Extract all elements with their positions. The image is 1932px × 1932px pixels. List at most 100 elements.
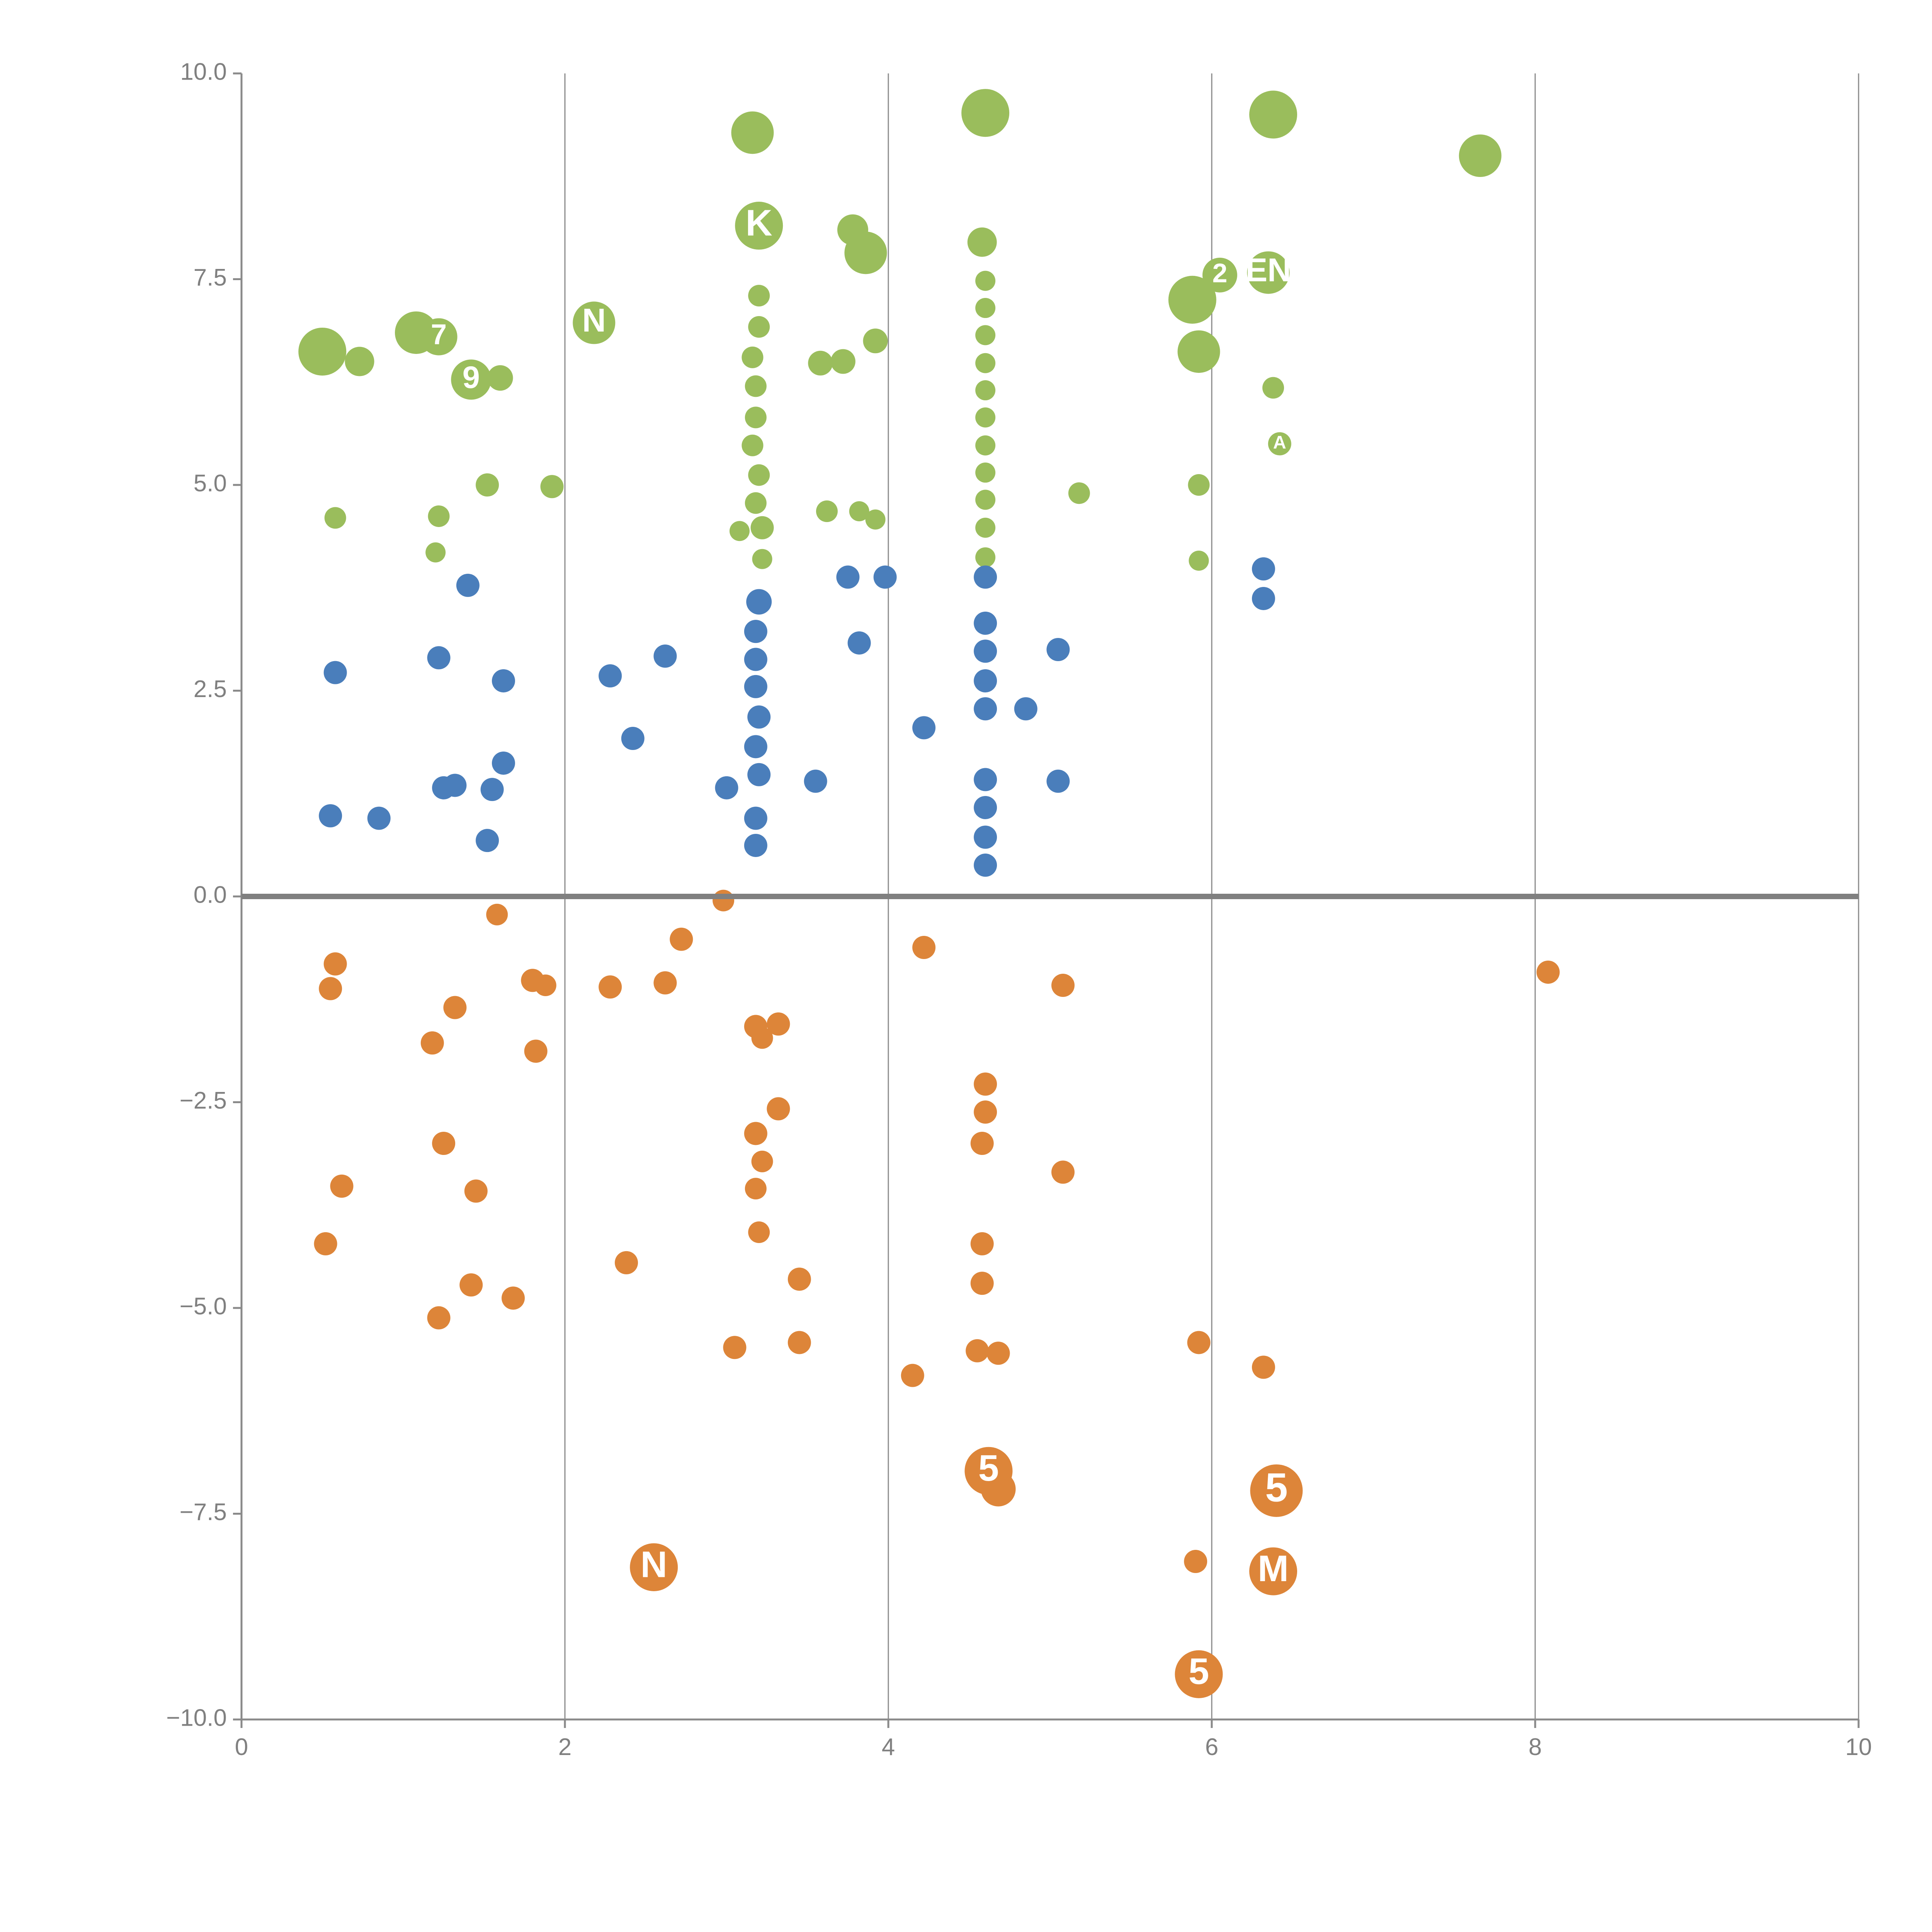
data-point-blue [974, 697, 997, 721]
bubble-label: M [1258, 1548, 1289, 1589]
data-point-blue [744, 735, 767, 759]
data-point-orange [970, 1132, 994, 1155]
data-point-orange [974, 1100, 997, 1124]
data-point-blue [974, 611, 997, 635]
data-point-green [975, 353, 996, 373]
data-point-green [731, 111, 774, 154]
data-point-blue [621, 727, 645, 750]
bubble-label: 5 [978, 1447, 999, 1489]
axis-tick-marks [233, 72, 1860, 1728]
data-point-green [975, 270, 996, 291]
data-point-orange [464, 1179, 488, 1203]
data-point-orange [524, 1039, 548, 1063]
data-point-green [750, 516, 774, 539]
data-point-green [975, 298, 996, 318]
data-point-green [540, 475, 564, 498]
data-point-blue [744, 675, 767, 698]
data-point-orange [1249, 1547, 1298, 1595]
y-tick-label: −5.0 [180, 1293, 227, 1320]
data-point-orange [787, 1331, 811, 1354]
data-point-green [1188, 474, 1210, 496]
data-point-orange [653, 971, 677, 995]
data-point-orange [751, 1027, 773, 1049]
data-point-orange [966, 1339, 989, 1362]
data-point-green [745, 492, 767, 514]
data-point-green [748, 316, 770, 338]
data-points [298, 89, 1560, 1698]
data-point-blue [747, 763, 771, 786]
data-point-green [830, 349, 855, 374]
data-point-orange [970, 1272, 994, 1295]
data-point-blue [653, 645, 677, 668]
data-point-green [1177, 330, 1220, 373]
data-point-blue [744, 620, 767, 643]
y-tick-label: 2.5 [194, 676, 227, 702]
bubble-label: 2 [1212, 258, 1227, 288]
bubble-label: 9 [463, 360, 480, 395]
data-point-orange [901, 1364, 924, 1387]
data-point-blue [746, 589, 772, 615]
y-tick-label: −2.5 [180, 1087, 227, 1114]
x-tick-label: 0 [235, 1734, 248, 1760]
data-point-blue [744, 833, 767, 857]
data-point-orange [443, 996, 467, 1019]
data-point-green [345, 347, 374, 376]
data-point-blue [1252, 557, 1275, 581]
data-point-blue [974, 565, 997, 589]
data-point-green [865, 509, 886, 530]
data-point-blue [367, 806, 391, 830]
data-point-green [975, 463, 996, 483]
data-point-green [425, 542, 446, 563]
data-point-orange [319, 977, 342, 1000]
data-point-orange [751, 1150, 773, 1172]
data-point-orange [713, 889, 735, 912]
data-point-green [863, 328, 888, 354]
bubble-label: EN [1245, 252, 1291, 289]
data-point-green [1202, 257, 1237, 293]
data-point-green [975, 380, 996, 401]
data-point-green [975, 325, 996, 345]
data-point-orange [630, 1543, 678, 1591]
data-point-green [748, 464, 770, 486]
data-point-green [975, 517, 996, 538]
data-point-blue [847, 631, 871, 655]
data-point-green [967, 227, 997, 257]
bubble-labels: 79 N K 2 EN A 5 5 N M 5 [431, 202, 1291, 1692]
y-tick-label: −10.0 [166, 1704, 227, 1731]
data-point-blue [873, 565, 897, 589]
data-point-orange [420, 1031, 444, 1055]
data-point-green [729, 521, 750, 541]
x-tick-label: 8 [1529, 1734, 1542, 1760]
data-point-blue [323, 661, 347, 684]
data-point-blue [715, 776, 738, 799]
data-point-orange [502, 1286, 525, 1310]
data-point-green [975, 547, 996, 568]
data-point-green [487, 365, 513, 391]
data-point-orange [986, 1342, 1010, 1365]
data-point-orange [767, 1097, 790, 1121]
data-point-orange [1187, 1331, 1211, 1354]
data-point-green [816, 500, 838, 522]
data-point-green [808, 350, 833, 376]
data-point-blue [747, 705, 771, 729]
data-point-green [1168, 276, 1216, 324]
bubble-label: A [1273, 432, 1286, 452]
x-tick-label: 4 [882, 1734, 895, 1760]
data-point-green [1068, 482, 1090, 504]
data-point-blue [974, 796, 997, 819]
data-point-blue [744, 648, 767, 671]
x-tick-label: 2 [558, 1734, 571, 1760]
data-point-blue [476, 829, 499, 852]
data-point-blue [443, 774, 467, 797]
data-point-orange [745, 1178, 767, 1200]
data-point-green [742, 346, 764, 368]
data-point-orange [981, 1471, 1016, 1507]
data-point-orange [970, 1232, 994, 1255]
bubble-label: N [641, 1544, 667, 1585]
data-point-orange [330, 1174, 354, 1198]
data-point-orange [744, 1122, 767, 1145]
data-point-orange [432, 1132, 456, 1155]
x-axis-tick-labels: 0 2 4 6 8 10 [235, 1734, 1872, 1760]
data-point-blue [974, 825, 997, 849]
data-point-green [1459, 134, 1502, 177]
